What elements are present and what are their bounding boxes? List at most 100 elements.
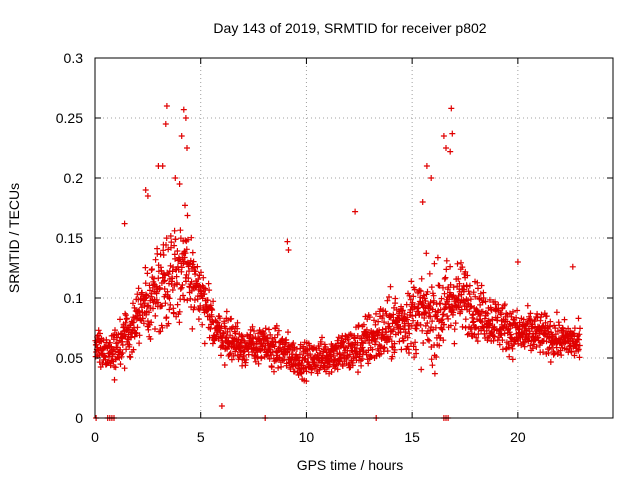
data-point [466, 291, 473, 298]
data-point [403, 301, 410, 308]
data-point [160, 278, 167, 285]
data-point [437, 300, 444, 307]
data-point [375, 318, 382, 325]
data-point [218, 403, 225, 409]
data-point [569, 263, 576, 270]
data-point [162, 300, 169, 307]
data-point [571, 325, 578, 332]
data-point [195, 316, 202, 323]
data-point [455, 275, 462, 282]
data-point [351, 334, 358, 341]
data-point [475, 285, 481, 292]
data-point [402, 329, 409, 336]
data-point [426, 270, 433, 277]
data-point [154, 245, 161, 252]
data-point [496, 341, 503, 348]
data-point [576, 336, 582, 343]
y-tick-label: 0.3 [64, 50, 84, 66]
data-point [479, 299, 486, 306]
data-point [178, 133, 185, 139]
data-point [411, 286, 418, 293]
data-point [139, 315, 146, 322]
data-point [363, 351, 370, 358]
data-point [464, 272, 471, 279]
data-point [307, 351, 314, 358]
data-point [221, 362, 228, 368]
data-point [269, 349, 276, 355]
data-point [363, 326, 370, 333]
data-point [499, 337, 506, 344]
data-point [366, 314, 373, 321]
data-point [399, 307, 406, 314]
data-point [285, 247, 292, 253]
data-point [494, 314, 501, 321]
data-point [451, 340, 458, 347]
data-point [420, 292, 427, 299]
data-point [462, 268, 469, 275]
data-point [97, 330, 103, 337]
data-point [217, 315, 223, 322]
data-point [514, 307, 521, 314]
data-point [119, 350, 126, 356]
data-point [123, 346, 130, 353]
data-point [168, 244, 174, 251]
data-point [314, 370, 321, 377]
data-point [553, 344, 560, 351]
data-point [150, 305, 156, 312]
data-point [335, 334, 342, 341]
data-point [452, 320, 459, 327]
data-point [558, 352, 565, 359]
data-point [523, 321, 530, 328]
data-point [176, 308, 183, 315]
data-point [432, 324, 439, 331]
data-point [271, 343, 278, 350]
data-point [386, 323, 393, 330]
data-point [275, 364, 282, 371]
data-point [117, 346, 124, 353]
data-point [354, 345, 360, 352]
data-point [199, 321, 206, 328]
data-point [161, 286, 168, 292]
data-point [424, 288, 431, 295]
data-point [383, 329, 390, 336]
data-point [119, 342, 126, 348]
data-point [527, 310, 534, 317]
data-point [513, 314, 520, 321]
data-point [239, 333, 246, 340]
data-point [459, 264, 466, 271]
data-point [223, 334, 230, 341]
data-point [194, 263, 201, 270]
data-point [201, 340, 208, 347]
data-point [330, 348, 337, 355]
data-point [152, 326, 158, 332]
data-point [284, 238, 291, 245]
data-point [478, 282, 485, 289]
data-point [201, 291, 208, 297]
data-point [181, 296, 188, 303]
data-point [434, 254, 441, 261]
data-point [438, 295, 445, 302]
data-point [547, 359, 554, 365]
data-point [398, 303, 405, 310]
data-point [168, 239, 175, 246]
data-point [561, 316, 568, 323]
data-point [352, 208, 359, 215]
data-point [187, 257, 194, 264]
data-point [127, 354, 134, 361]
data-point [271, 368, 277, 375]
x-tick-label: 20 [510, 429, 526, 445]
data-point [182, 115, 189, 121]
data-point [133, 330, 140, 337]
data-point [117, 361, 124, 368]
data-point [140, 320, 147, 327]
data-point [130, 300, 136, 307]
y-tick-label: 0.15 [56, 230, 83, 246]
data-point [226, 351, 233, 358]
data-point [185, 236, 191, 243]
data-point [218, 352, 224, 359]
data-point [424, 320, 431, 326]
data-point [163, 242, 169, 248]
data-point [568, 348, 575, 355]
data-point [179, 282, 186, 288]
data-point [428, 284, 435, 291]
